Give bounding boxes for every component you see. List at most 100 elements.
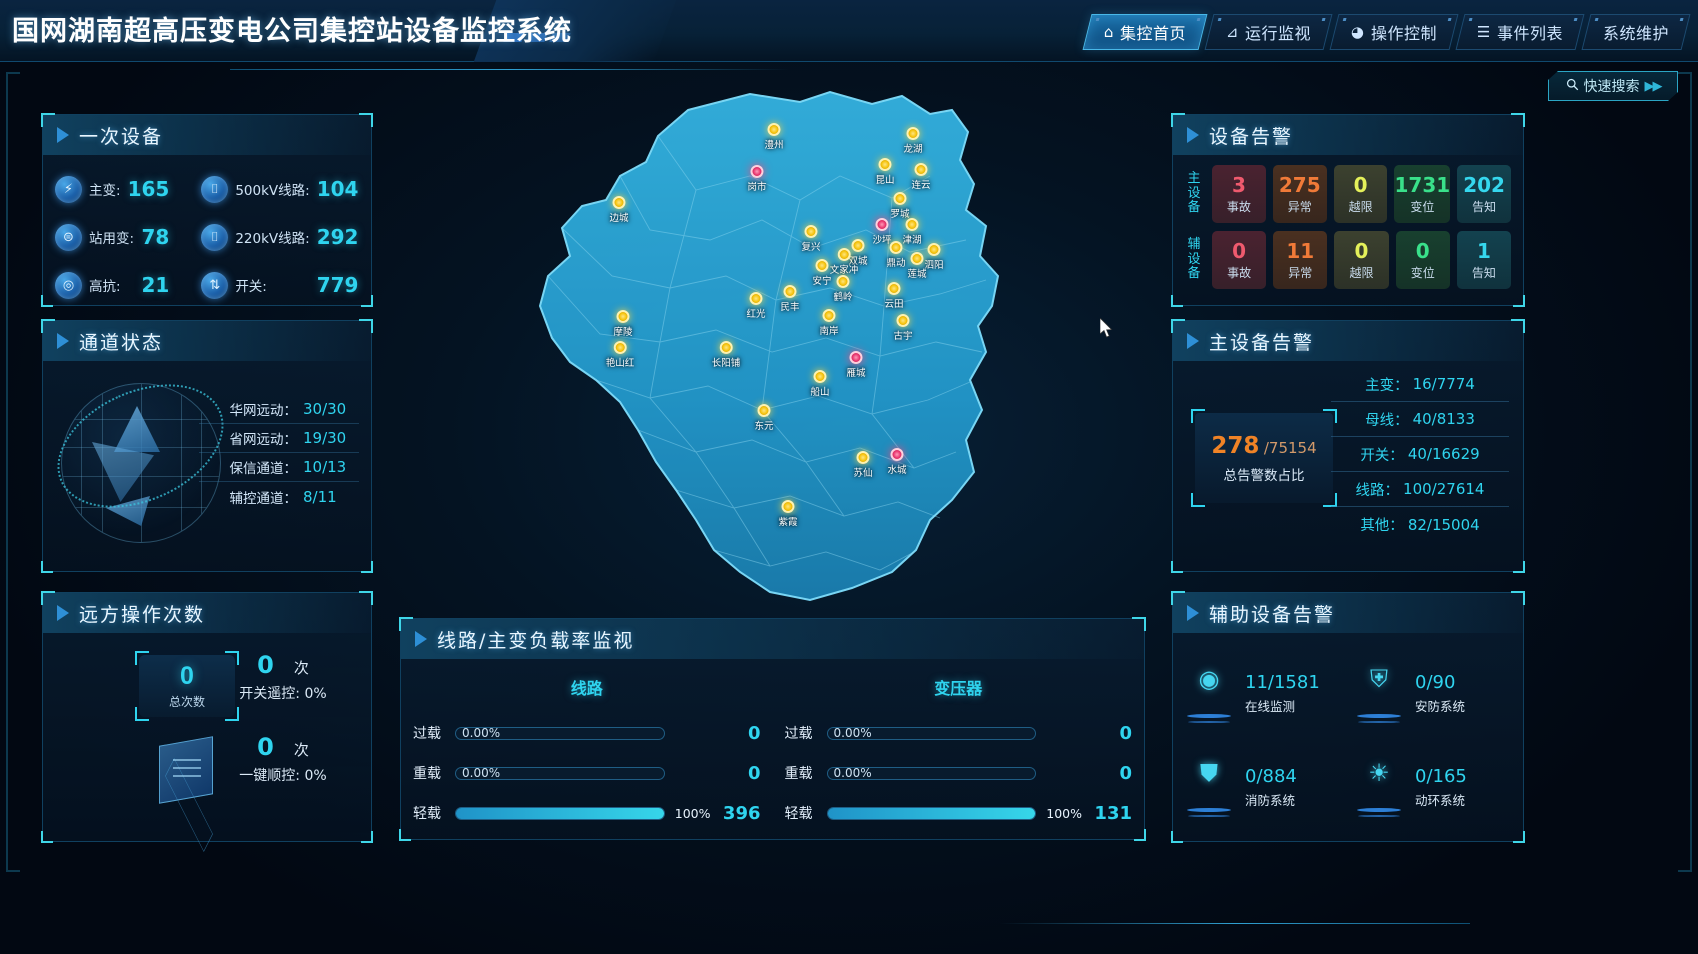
map-station-marker[interactable]: 双城 bbox=[848, 239, 868, 267]
nav-item-3[interactable]: ☰ 事件列表 bbox=[1455, 14, 1585, 50]
device-alarm-row-label: 辅设备 bbox=[1187, 237, 1201, 282]
alarm-cell-notify[interactable]: 1 告知 bbox=[1456, 231, 1512, 289]
hunan-map[interactable]: 澧州 岗市 边城 龙湖 昆山 连云 罗城 沙坪 津湖 复兴 双城 鼎动 bbox=[500, 80, 1060, 620]
main-alarm-value: 100/27614 bbox=[1403, 480, 1485, 498]
channel-value: 19/30 bbox=[303, 429, 347, 447]
station-name: 澧州 bbox=[764, 140, 784, 151]
equipment-value: 165 bbox=[127, 177, 170, 201]
map-station-marker[interactable]: 龙湖 bbox=[903, 127, 923, 155]
alarm-cell-overlimit[interactable]: 0 越限 bbox=[1334, 231, 1389, 289]
map-station-marker[interactable]: 昆山 bbox=[875, 158, 895, 186]
aux-alarm-item[interactable]: ⛊ 0/884 消防系统 bbox=[1181, 743, 1345, 831]
alarm-cell-accident[interactable]: 0 事故 bbox=[1212, 231, 1267, 289]
map-station-marker[interactable]: 水城 bbox=[887, 448, 907, 476]
aux-alarm-value: 0/90 bbox=[1415, 671, 1456, 693]
alarm-cell-caption: 异常 bbox=[1287, 200, 1312, 214]
aux-alarm-item[interactable]: ☀ 0/165 动环系统 bbox=[1351, 743, 1515, 831]
equipment-label: 高抗: bbox=[89, 279, 121, 295]
station-dot-icon bbox=[905, 218, 919, 231]
station-dot-icon bbox=[749, 292, 763, 305]
nav-item-1[interactable]: ⊿ 运行监视 bbox=[1204, 14, 1333, 50]
alarm-cell-overlimit[interactable]: 0 越限 bbox=[1333, 165, 1388, 223]
panel-header: 远方操作次数 bbox=[43, 593, 371, 633]
load-percent-outside: 100% bbox=[1046, 805, 1082, 821]
quick-search-label: 快速搜索 bbox=[1583, 79, 1640, 95]
map-station-marker[interactable]: 雁城 bbox=[846, 351, 866, 379]
map-station-marker[interactable]: 岗市 bbox=[747, 165, 767, 193]
alarm-cell-notify[interactable]: 202 告知 bbox=[1457, 165, 1511, 223]
equipment-item[interactable]: ⌷ 500kV线路: 104 bbox=[201, 169, 366, 209]
equipment-item[interactable]: ◎ 高抗: 21 bbox=[55, 265, 195, 305]
bolt-icon: ⚡ bbox=[55, 175, 82, 203]
triangle-icon bbox=[415, 631, 427, 647]
alarm-cell-accident[interactable]: 3 事故 bbox=[1212, 165, 1266, 223]
equipment-item[interactable]: ⊜ 站用变: 78 bbox=[55, 217, 195, 257]
aux-alarm-text: 0/165 动环系统 bbox=[1415, 766, 1467, 809]
triangle-icon bbox=[57, 127, 69, 143]
map-station-marker[interactable]: 连云 bbox=[911, 163, 931, 191]
alarm-cell-caption: 异常 bbox=[1288, 266, 1313, 280]
map-station-marker[interactable]: 泗阳 bbox=[924, 243, 944, 271]
equipment-item[interactable]: ⇅ 开关: 779 bbox=[201, 265, 366, 305]
search-icon bbox=[1566, 78, 1579, 95]
main-alarm-value: 40/16629 bbox=[1407, 445, 1480, 463]
main-alarm-value: 16/7774 bbox=[1412, 375, 1475, 393]
aux-alarm-item[interactable]: ⛨ 0/90 安防系统 bbox=[1351, 649, 1515, 737]
station-dot-icon bbox=[878, 158, 892, 171]
map-station-marker[interactable]: 艳山红 bbox=[606, 341, 634, 369]
map-station-marker[interactable]: 民丰 bbox=[780, 285, 800, 313]
nav-item-0[interactable]: ⌂ 集控首页 bbox=[1082, 14, 1208, 50]
channel-row: 辅控通道： 8/11 bbox=[199, 482, 359, 511]
alarm-cell-abnormal[interactable]: 275 异常 bbox=[1272, 165, 1327, 223]
map-station-marker[interactable]: 苏仙 bbox=[853, 451, 873, 479]
station-dot-icon bbox=[906, 127, 920, 140]
map-station-marker[interactable]: 鼎动 bbox=[886, 241, 906, 269]
nav-item-4[interactable]: 系统维护 bbox=[1581, 14, 1691, 50]
station-dot-icon bbox=[612, 196, 626, 209]
map-station-marker[interactable]: 沙坪 bbox=[872, 218, 892, 246]
station-dot-icon bbox=[893, 192, 907, 205]
map-station-marker[interactable]: 鹤岭 bbox=[833, 275, 853, 303]
map-station-marker[interactable]: 莲城 bbox=[907, 252, 927, 280]
map-station-marker[interactable]: 边城 bbox=[609, 196, 629, 224]
map-station-marker[interactable]: 云田 bbox=[884, 282, 904, 310]
station-name: 苏仙 bbox=[853, 468, 873, 479]
alarm-cell-value: 202 bbox=[1463, 173, 1505, 197]
map-station-marker[interactable]: 澧州 bbox=[764, 123, 784, 151]
load-percent-inline: 0.00% bbox=[462, 766, 501, 780]
map-station-marker[interactable]: 紫霞 bbox=[778, 500, 798, 528]
map-station-marker[interactable]: 津湖 bbox=[902, 218, 922, 246]
map-station-marker[interactable]: 东元 bbox=[754, 404, 774, 432]
aux-icon-wrap: ◉ bbox=[1181, 662, 1237, 724]
map-station-marker[interactable]: 红光 bbox=[746, 292, 766, 320]
station-name: 岗市 bbox=[747, 182, 767, 193]
bulb-icon: ☀ bbox=[1368, 760, 1390, 787]
equipment-item[interactable]: ⌷ 220kV线路: 292 bbox=[201, 217, 366, 257]
map-station-marker[interactable]: 古宇 bbox=[893, 314, 913, 342]
map-station-marker[interactable]: 复兴 bbox=[801, 225, 821, 253]
station-name: 双城 bbox=[848, 256, 868, 267]
alarm-cell-abnormal[interactable]: 11 异常 bbox=[1273, 231, 1328, 289]
map-station-marker[interactable]: 安宁 bbox=[812, 259, 832, 287]
channel-label: 保信通道： bbox=[229, 461, 298, 477]
alarm-cell-caption: 越限 bbox=[1348, 200, 1373, 214]
nav-item-2[interactable]: ◕ 操作控制 bbox=[1329, 14, 1459, 50]
equipment-item[interactable]: ⚡ 主变: 165 bbox=[55, 169, 195, 209]
alarm-cell-change[interactable]: 0 变位 bbox=[1395, 231, 1450, 289]
alarm-cell-value: 0 bbox=[1354, 239, 1369, 263]
alarm-cell-change[interactable]: 1731 变位 bbox=[1394, 165, 1451, 223]
alarm-cell-value: 0 bbox=[1415, 239, 1430, 263]
map-station-marker[interactable]: 船山 bbox=[810, 370, 830, 398]
aux-alarm-value: 0/165 bbox=[1415, 765, 1467, 787]
map-station-marker[interactable]: 罗城 bbox=[890, 192, 910, 220]
main-alarm-label: 开关： bbox=[1360, 447, 1404, 464]
map-station-marker[interactable]: 文家冲 bbox=[830, 248, 858, 276]
load-percent-outside: 100% bbox=[674, 805, 711, 821]
map-station-marker[interactable]: 南岸 bbox=[819, 309, 839, 337]
map-station-marker[interactable]: 摩陵 bbox=[613, 310, 633, 338]
map-station-marker[interactable]: 长阳铺 bbox=[712, 341, 740, 369]
aux-alarm-item[interactable]: ◉ 11/1581 在线监测 bbox=[1181, 649, 1345, 737]
quick-search-button[interactable]: 快速搜索 ▶▶ bbox=[1548, 71, 1678, 101]
triangle-icon bbox=[57, 605, 69, 621]
nav-item-label: 事件列表 bbox=[1496, 24, 1563, 43]
